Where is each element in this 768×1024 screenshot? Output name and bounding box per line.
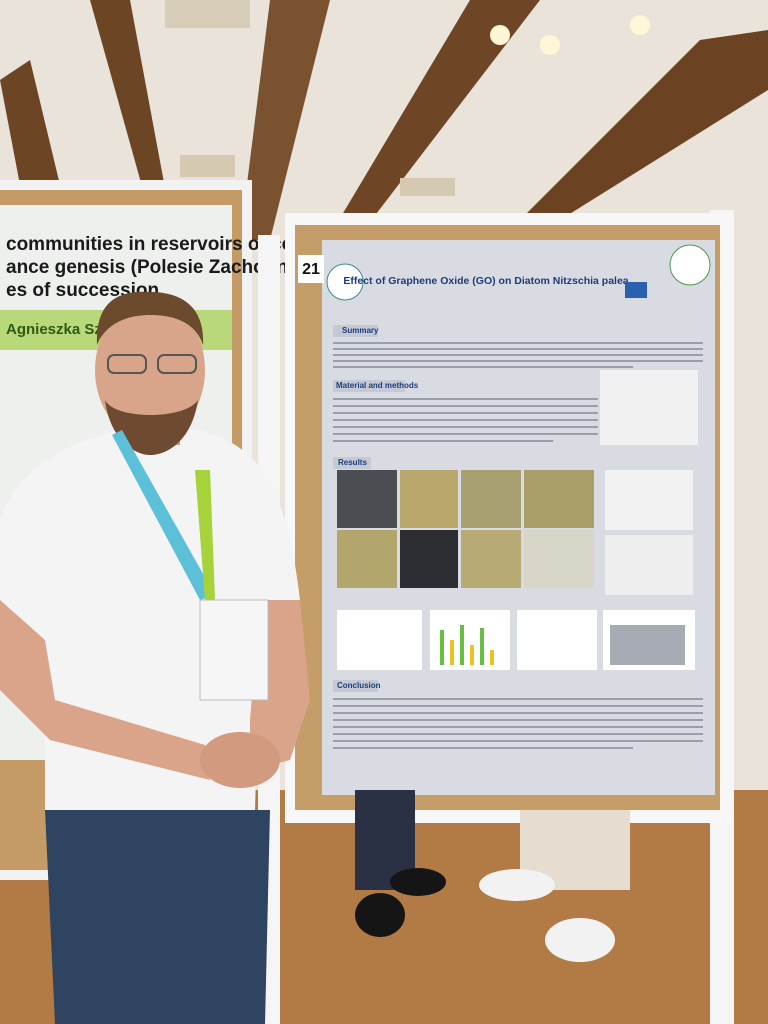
beam: [240, 0, 330, 240]
vent: [400, 178, 455, 196]
body-text-lines-part: [333, 342, 703, 344]
micrograph-grid-part: [524, 530, 594, 588]
vent: [165, 0, 250, 28]
result-charts-part: [440, 630, 444, 665]
logo: [326, 263, 364, 301]
section-heading: Summary: [342, 326, 379, 335]
jeans: [45, 810, 270, 1024]
lanyard: [112, 430, 215, 600]
micrograph-grid-part: [524, 470, 594, 528]
body-text-lines-part: [333, 719, 703, 721]
body-text-lines-part: [333, 354, 703, 356]
body-text-lines-part: [333, 712, 703, 714]
glasses: [107, 354, 147, 374]
result-charts-part: [337, 610, 422, 670]
poster-number: 21: [302, 261, 320, 278]
hair: [96, 291, 204, 345]
body-text-lines-part: [333, 726, 703, 728]
beam: [330, 0, 540, 235]
left-poster-title: ance genesis (Polesie Zachodnie) at: [6, 257, 333, 278]
section-heading: Material and methods: [336, 381, 419, 390]
result-charts-part: [470, 645, 474, 665]
section-heading: Results: [338, 458, 367, 467]
body-text-lines-part: [333, 698, 703, 700]
micrograph-grid-part: [461, 470, 521, 528]
micrograph-grid-part: [400, 530, 458, 588]
result-charts-part: [490, 650, 494, 665]
shoe: [390, 868, 446, 896]
sneaker: [545, 918, 615, 962]
section-tab: [333, 380, 405, 392]
result-charts-part: [480, 628, 484, 665]
result-charts-part: [610, 625, 685, 665]
body-text-lines-part: [333, 412, 598, 414]
micrograph-grid-part: [605, 470, 693, 530]
name-badge: [199, 599, 269, 701]
beam: [90, 0, 170, 215]
lanyard: [195, 470, 215, 600]
logo: [669, 244, 711, 286]
result-charts-part: [450, 640, 454, 665]
glasses: [157, 354, 197, 374]
eu-flag: [625, 282, 647, 298]
poster-title: Effect of Graphene Oxide (GO) on Diatom …: [343, 275, 628, 287]
body-text-lines-part: [333, 740, 703, 742]
body-text-lines-part: [333, 705, 703, 707]
body-text-lines: [333, 342, 703, 749]
body-text-lines-part: [333, 360, 703, 362]
body-text-lines-part: [333, 366, 633, 368]
method-photos: [600, 370, 698, 445]
body-text-lines-part: [333, 433, 598, 435]
hands: [200, 732, 280, 788]
section-tab: [333, 680, 378, 692]
micrograph-grid-part: [400, 470, 458, 528]
beam: [0, 60, 60, 185]
head: [95, 300, 205, 440]
body-text-lines-part: [333, 747, 633, 749]
micrograph-grid-part: [605, 535, 693, 595]
body-text-lines-part: [333, 733, 703, 735]
micrograph-grid: [337, 470, 693, 595]
result-charts-part: [517, 610, 597, 670]
arm: [0, 600, 210, 780]
vent: [180, 155, 235, 177]
result-charts-part: [460, 625, 464, 665]
left-poster-title: communities in reservoirs of coal: [6, 234, 309, 255]
section-tab: [333, 457, 371, 469]
beam: [520, 30, 768, 220]
chandelier-light: [490, 25, 510, 45]
chandelier-light: [540, 35, 560, 55]
body-text-lines-part: [333, 348, 703, 350]
result-charts: [337, 610, 695, 670]
number-card: [298, 255, 324, 283]
section-heading: Conclusion: [337, 681, 381, 690]
body-text-lines-part: [333, 398, 598, 400]
body-text-lines-part: [333, 405, 598, 407]
micrograph-grid-part: [337, 470, 397, 528]
micrograph-grid-part: [461, 530, 521, 588]
body-text-lines-part: [333, 426, 598, 428]
shoe: [355, 893, 405, 937]
chandelier-light: [630, 15, 650, 35]
section-tab: [333, 325, 378, 337]
body-text-lines-part: [333, 419, 598, 421]
micrograph-grid-part: [337, 530, 397, 588]
body-text-lines-part: [333, 440, 553, 442]
sneaker: [479, 869, 555, 901]
